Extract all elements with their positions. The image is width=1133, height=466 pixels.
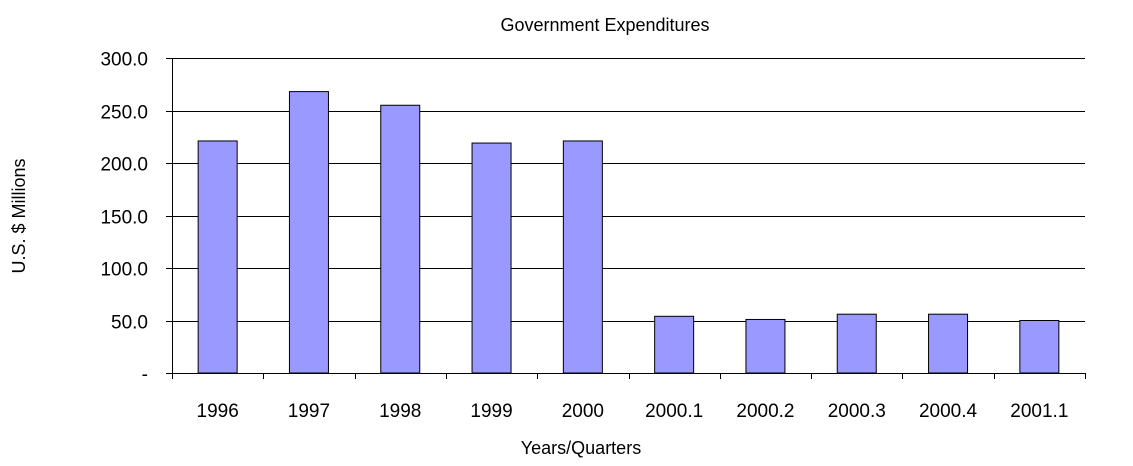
- x-axis-title: Years/Quarters: [521, 438, 641, 458]
- y-tick-label: 200.0: [100, 155, 148, 176]
- y-tick-label: 150.0: [100, 208, 148, 229]
- x-tick-label: 1999: [470, 401, 512, 422]
- bar-2000.3: [836, 313, 877, 374]
- x-tick-label: 1997: [288, 401, 330, 422]
- bar-1996: [197, 140, 238, 374]
- bar-2001.1: [1019, 320, 1060, 374]
- bar-2000.2: [745, 318, 786, 374]
- y-tick-label: 100.0: [100, 260, 148, 281]
- bar-1999: [471, 142, 512, 374]
- bars: [197, 91, 1060, 374]
- axes: [166, 58, 1086, 379]
- bar-2000.4: [928, 313, 969, 374]
- x-tick-label: 2000.4: [919, 401, 978, 422]
- x-tick-label: 2000.1: [645, 401, 703, 422]
- y-tick-label: -: [142, 365, 148, 386]
- x-tick-labels: 1996 1997 1998 1999 2000 2000.1 2000.2 2000.3 20…: [197, 401, 1069, 422]
- y-tick-labels: - 50.0 100.0 150.0 200.0 250.0 300.0: [100, 50, 148, 386]
- y-tick-label: 250.0: [100, 103, 148, 124]
- x-tick-label: 2001.1: [1010, 401, 1068, 422]
- bar-2000: [562, 140, 603, 374]
- bar-2000.1: [654, 315, 695, 374]
- x-tick-label: 1998: [379, 401, 421, 422]
- y-axis-title: U.S. $ Millions: [9, 158, 29, 273]
- x-tick-label: 2000: [562, 401, 604, 422]
- y-tick-label: 50.0: [111, 313, 148, 334]
- bar-1998: [380, 104, 421, 374]
- x-tick-label: 2000.3: [828, 401, 886, 422]
- y-tick-label: 300.0: [100, 50, 148, 71]
- chart-title: Government Expenditures: [500, 15, 709, 35]
- x-tick-label: 2000.2: [736, 401, 794, 422]
- x-tick-label: 1996: [197, 401, 239, 422]
- bar-1997: [288, 91, 329, 374]
